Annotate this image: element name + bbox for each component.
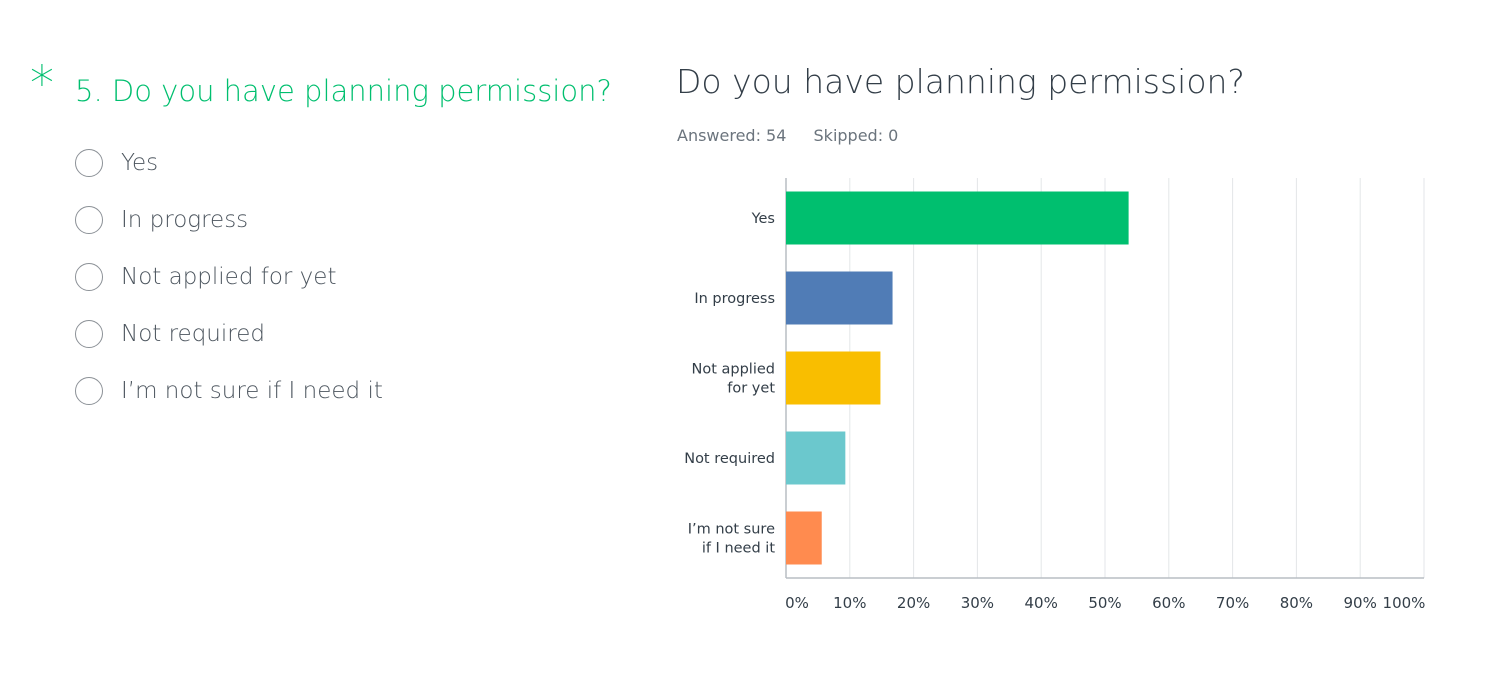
category-label: for yet (727, 381, 775, 397)
results-title: Do you have planning permission? (676, 62, 1245, 101)
radio-button[interactable] (75, 376, 103, 405)
question-text: 5. Do you have planning permission? (75, 74, 612, 108)
option-not-sure[interactable]: I’m not sure if I need it (75, 362, 383, 419)
bar (786, 351, 881, 405)
answer-options: Yes In progress Not applied for yet Not … (75, 134, 383, 419)
x-tick-label: 0% (785, 594, 809, 612)
category-label: Not applied (692, 362, 776, 378)
bar (786, 191, 1129, 245)
x-tick-label: 10% (833, 594, 866, 612)
x-tick-label: 20% (897, 594, 930, 612)
category-label: Yes (751, 211, 775, 227)
x-tick-label: 50% (1088, 594, 1121, 612)
option-label: I’m not sure if I need it (121, 377, 383, 404)
option-in-progress[interactable]: In progress (75, 191, 383, 248)
radio-button[interactable] (75, 148, 103, 177)
x-tick-label: 40% (1025, 594, 1058, 612)
option-not-required[interactable]: Not required (75, 305, 383, 362)
survey-question: * 5. Do you have planning permission? Ye… (30, 58, 630, 405)
category-label: In progress (694, 291, 775, 307)
category-label: I’m not sure (688, 522, 775, 538)
x-tick-label: 70% (1216, 594, 1249, 612)
bar (786, 271, 893, 325)
x-tick-label: 90% (1344, 594, 1377, 612)
option-label: In progress (121, 206, 249, 233)
x-tick-label: 60% (1152, 594, 1185, 612)
option-label: Not required (121, 320, 265, 347)
x-tick-label: 100% (1383, 594, 1426, 612)
answered-count: Answered: 54 (677, 126, 787, 145)
bar (786, 431, 846, 485)
option-not-applied[interactable]: Not applied for yet (75, 248, 383, 305)
option-label: Yes (121, 149, 159, 176)
category-label: if I need it (702, 541, 776, 557)
response-stats: Answered: 54 Skipped: 0 (677, 126, 920, 145)
option-yes[interactable]: Yes (75, 134, 383, 191)
skipped-count: Skipped: 0 (813, 126, 899, 145)
x-tick-label: 80% (1280, 594, 1313, 612)
radio-button[interactable] (75, 319, 103, 348)
category-label: Not required (684, 451, 775, 467)
required-marker: * (30, 56, 54, 112)
results-bar-chart: Yes In progress Not applied for yet Not requ… (684, 178, 1426, 612)
radio-button[interactable] (75, 262, 103, 291)
x-tick-label: 30% (961, 594, 994, 612)
option-label: Not applied for yet (121, 263, 337, 290)
question-header: * 5. Do you have planning permission? (30, 58, 630, 118)
bar (786, 511, 822, 565)
radio-button[interactable] (75, 205, 103, 234)
